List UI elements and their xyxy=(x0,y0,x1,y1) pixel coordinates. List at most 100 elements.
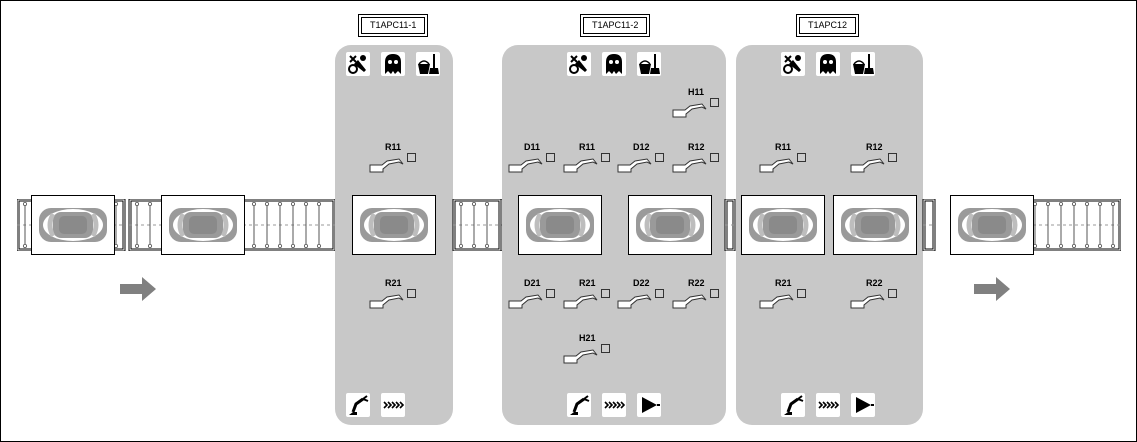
robot-indicator xyxy=(546,153,555,162)
station-c3-right[interactable] xyxy=(833,195,917,255)
robot-arm-icon xyxy=(563,158,598,173)
robot-arm-icon xyxy=(617,294,652,309)
robot-arm-icon xyxy=(850,158,885,173)
robot-indicator xyxy=(888,153,897,162)
play-icon[interactable] xyxy=(851,393,875,417)
robot-indicator xyxy=(710,289,719,298)
bucket-broom-icon[interactable] xyxy=(851,52,875,76)
robot-status[interactable]: R12 xyxy=(850,142,897,178)
tools-icon[interactable] xyxy=(781,52,805,76)
robot-indicator xyxy=(710,98,719,107)
station-c2-left[interactable] xyxy=(518,195,602,255)
robot-label: R22 xyxy=(688,278,705,288)
station-c1[interactable] xyxy=(352,195,436,255)
robot-status[interactable]: H21 xyxy=(563,333,610,369)
ghost-icon[interactable] xyxy=(816,52,840,76)
robot-indicator xyxy=(601,153,610,162)
robot-status[interactable]: D12 xyxy=(617,142,664,178)
robot-label: D11 xyxy=(524,142,541,152)
robot-indicator xyxy=(797,289,806,298)
robot-indicator xyxy=(710,153,719,162)
car-icon xyxy=(958,208,1026,242)
robot-arm-icon xyxy=(563,294,598,309)
robot-indicator xyxy=(655,153,664,162)
robot-status[interactable]: R11 xyxy=(369,142,416,178)
car-icon xyxy=(39,208,107,242)
robot-status[interactable]: R22 xyxy=(672,278,719,314)
robot-arm-icon[interactable] xyxy=(346,393,370,417)
station-c3-left[interactable] xyxy=(741,195,825,255)
robot-arm-icon xyxy=(759,294,794,309)
robot-label: R11 xyxy=(579,142,596,152)
robot-label: D21 xyxy=(524,278,541,288)
cell-label: T1APC11-2 xyxy=(580,14,651,37)
tools-icon[interactable] xyxy=(567,52,591,76)
robot-arm-icon xyxy=(672,103,707,118)
robot-label: H11 xyxy=(688,87,705,97)
robot-indicator xyxy=(797,153,806,162)
robot-indicator xyxy=(407,289,416,298)
robot-arm-icon xyxy=(759,158,794,173)
robot-indicator xyxy=(601,289,610,298)
play-icon[interactable] xyxy=(637,393,661,417)
car-exit[interactable] xyxy=(950,195,1034,255)
bucket-broom-icon[interactable] xyxy=(637,52,661,76)
robot-status[interactable]: R12 xyxy=(672,142,719,178)
robot-label: D22 xyxy=(633,278,650,288)
robot-status[interactable]: D21 xyxy=(508,278,555,314)
robot-label: R12 xyxy=(688,142,705,152)
bucket-broom-icon[interactable] xyxy=(416,52,440,76)
robot-arm-icon xyxy=(850,294,885,309)
ghost-icon[interactable] xyxy=(602,52,626,76)
robot-arm-icon xyxy=(672,294,707,309)
robot-status[interactable]: R21 xyxy=(563,278,610,314)
robot-status[interactable]: R11 xyxy=(563,142,610,178)
car-icon xyxy=(169,208,237,242)
robot-label: R12 xyxy=(866,142,883,152)
ghost-icon[interactable] xyxy=(381,52,405,76)
car-icon xyxy=(749,208,817,242)
robot-indicator xyxy=(601,344,610,353)
car-icon xyxy=(841,208,909,242)
robot-arm-icon xyxy=(672,158,707,173)
car-icon xyxy=(526,208,594,242)
robot-label: R21 xyxy=(385,278,402,288)
cell-label: T1APC11-1 xyxy=(358,14,429,37)
robot-indicator xyxy=(407,153,416,162)
robot-label: R21 xyxy=(579,278,596,288)
cell-label: T1APC12 xyxy=(796,14,860,37)
tools-icon[interactable] xyxy=(346,52,370,76)
flow-arrow-icon xyxy=(974,277,1010,301)
robot-label: R11 xyxy=(385,142,402,152)
robot-arm-icon xyxy=(369,294,404,309)
robot-arm-icon xyxy=(508,294,543,309)
robot-arm-icon xyxy=(508,158,543,173)
robot-label: R22 xyxy=(866,278,883,288)
robot-status[interactable]: D22 xyxy=(617,278,664,314)
robot-label: R11 xyxy=(775,142,792,152)
robot-status[interactable]: R22 xyxy=(850,278,897,314)
robot-status[interactable]: H11 xyxy=(672,87,719,123)
car-buffer-1[interactable] xyxy=(31,195,115,255)
robot-status[interactable]: D11 xyxy=(508,142,555,178)
conveyor-chevrons-icon[interactable] xyxy=(602,393,626,417)
robot-label: H21 xyxy=(579,333,596,343)
conveyor-chevrons-icon[interactable] xyxy=(381,393,405,417)
robot-indicator xyxy=(888,289,897,298)
robot-label: R21 xyxy=(775,278,792,288)
robot-status[interactable]: R21 xyxy=(369,278,416,314)
car-icon xyxy=(360,208,428,242)
robot-arm-icon[interactable] xyxy=(781,393,805,417)
conveyor-chevrons-icon[interactable] xyxy=(816,393,840,417)
robot-status[interactable]: R11 xyxy=(759,142,806,178)
robot-indicator xyxy=(546,289,555,298)
robot-status[interactable]: R21 xyxy=(759,278,806,314)
car-buffer-2[interactable] xyxy=(161,195,245,255)
robot-arm-icon xyxy=(617,158,652,173)
robot-arm-icon xyxy=(563,349,598,364)
robot-arm-icon[interactable] xyxy=(567,393,591,417)
car-icon xyxy=(636,208,704,242)
flow-arrow-icon xyxy=(120,277,156,301)
station-c2-right[interactable] xyxy=(628,195,712,255)
